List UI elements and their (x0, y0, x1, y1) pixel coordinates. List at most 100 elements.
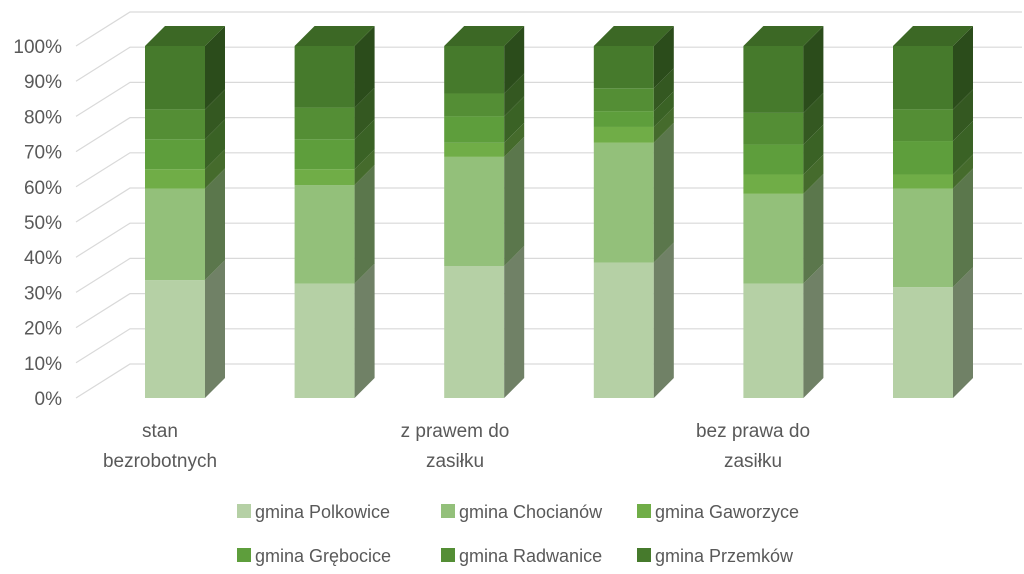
bar-front (893, 188, 953, 288)
legend-item: gmina Gaworzyce (637, 502, 799, 522)
bar-side (504, 96, 525, 143)
bar-stack (294, 26, 375, 398)
bar-segment (294, 263, 375, 398)
y-tick-label: 50% (24, 213, 62, 234)
bar-segment (743, 92, 824, 145)
bar-segment (145, 119, 225, 170)
bars (145, 26, 973, 398)
bar-side (653, 91, 674, 127)
bar-segment (893, 121, 973, 175)
bar-side (205, 168, 225, 281)
bar-front (444, 116, 505, 143)
bar-side (803, 124, 824, 175)
bar-side (354, 26, 375, 108)
legend-swatch (637, 504, 651, 518)
bar-side (803, 154, 824, 194)
legend-label: gmina Radwanice (459, 546, 602, 566)
bar-side (653, 26, 674, 89)
legend-item: gmina Polkowice (237, 502, 390, 522)
x-category-label: bez prawa do zasiłku (696, 421, 810, 472)
bar-side (205, 260, 225, 398)
y-tick-label: 60% (24, 178, 62, 199)
x-axis: stan bezrobotnych z prawem do zasiłku bez pr… (103, 421, 810, 472)
bar-front (444, 142, 505, 157)
bar-front (593, 46, 654, 89)
bar-front (893, 109, 953, 142)
gridline (75, 187, 1022, 223)
bar-segment (145, 26, 225, 110)
bar-segment (294, 119, 375, 170)
bar-front (743, 283, 804, 398)
legend-label: gmina Polkowice (255, 502, 390, 522)
bar-front (743, 193, 804, 284)
bar-front (593, 126, 654, 143)
bar-side (803, 173, 824, 284)
bar-front (145, 188, 205, 281)
legend-swatch (237, 548, 251, 562)
bar-side (803, 263, 824, 398)
bar-segment (444, 246, 525, 398)
bar-segment (593, 91, 674, 127)
bar-segment (294, 26, 375, 108)
bar-side (653, 106, 674, 143)
legend-label: gmina Chocianów (459, 502, 603, 522)
y-tick-label: 70% (24, 143, 62, 164)
bar-top (444, 26, 525, 46)
gridline (75, 152, 1022, 188)
bar-front (145, 109, 205, 140)
bar-segment (145, 89, 225, 140)
bar-front (294, 46, 355, 108)
bar-segment (743, 173, 824, 284)
bar-segment (893, 26, 973, 110)
bar-top (743, 26, 824, 46)
bar-front (893, 46, 953, 110)
bar-side (504, 73, 525, 117)
bar-front (145, 169, 205, 189)
bar-side (354, 263, 375, 398)
gridline (75, 11, 1022, 47)
bar-side (653, 68, 674, 112)
y-axis: 0% 10% 20% 30% 40% 50% 60% 70% 80% 90% 100% (13, 37, 62, 410)
bar-segment (444, 26, 525, 94)
bar-front (743, 144, 804, 175)
bar-side (953, 26, 973, 110)
bar-stack (743, 26, 824, 398)
bar-side (953, 89, 973, 142)
bar-segment (593, 26, 674, 89)
bar-side (504, 246, 525, 398)
bar-front (593, 111, 654, 127)
bar-side (354, 165, 375, 284)
bar-side (504, 26, 525, 94)
bar-segment (145, 168, 225, 281)
legend-item: gmina Chocianów (441, 502, 603, 522)
bar-front (294, 185, 355, 284)
bar-front (444, 93, 505, 117)
bar-segment (145, 260, 225, 398)
bar-segment (294, 165, 375, 284)
gridline (75, 363, 1022, 399)
y-tick-label: 20% (24, 319, 62, 340)
bar-segment (743, 154, 824, 194)
bar-segment (893, 168, 973, 288)
bar-front (893, 141, 953, 175)
bar-front (593, 88, 654, 112)
bar-segment (593, 68, 674, 112)
bar-side (803, 92, 824, 145)
y-tick-label: 40% (24, 248, 62, 269)
legend-swatch (237, 504, 251, 518)
y-tick-label: 0% (35, 389, 63, 410)
bar-segment (444, 73, 525, 117)
bar-front (444, 156, 505, 266)
y-tick-label: 30% (24, 283, 62, 304)
bar-front (294, 169, 355, 186)
legend-label: gmina Grębocice (255, 546, 391, 566)
bar-front (893, 287, 953, 398)
bar-side (354, 87, 375, 140)
bar-side (653, 122, 674, 263)
y-tick-label: 100% (13, 37, 62, 58)
gridline (75, 257, 1022, 293)
bar-side (354, 149, 375, 186)
bar-segment (893, 89, 973, 142)
gridlines (75, 11, 1022, 399)
